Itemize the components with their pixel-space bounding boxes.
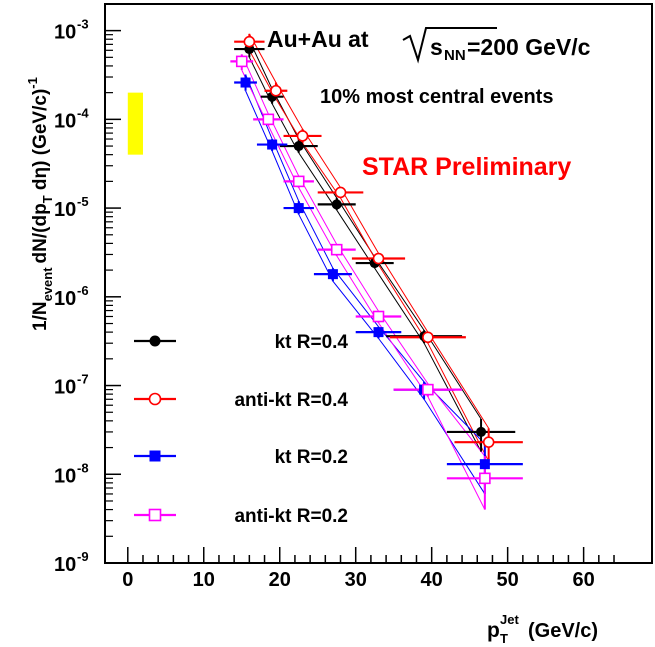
y-tick-label: 10 <box>54 22 76 44</box>
data-point-marker <box>292 175 305 188</box>
data-point-marker <box>149 335 161 347</box>
y-tick-exponent: -8 <box>77 460 89 475</box>
data-point-marker <box>422 331 434 344</box>
x-tick-label: 20 <box>269 569 291 591</box>
data-point-marker <box>149 450 161 462</box>
x-tick-label: 10 <box>193 569 215 591</box>
y-tick-exponent: -9 <box>77 549 89 564</box>
chart-title: Au+Au at <box>267 26 369 52</box>
data-point-marker <box>243 35 256 48</box>
y-tick-labels: 10-910-810-710-610-510-410-3 <box>54 17 89 576</box>
x-axis-label: p <box>487 619 500 642</box>
title-sqrt-s: s <box>430 34 443 60</box>
legend: kt R=0.4 anti-kt R=0.4 kt R=0.2 anti-kt R=0… <box>134 332 348 527</box>
data-point-marker <box>482 436 495 448</box>
y-tick-label: 10 <box>54 554 76 576</box>
data-point-marker <box>373 327 384 338</box>
data-point-marker <box>422 383 434 396</box>
legend-label: kt R=0.4 <box>275 332 349 353</box>
title-sqrt-nn: NN <box>444 47 466 64</box>
data-point-marker <box>235 55 248 68</box>
x-tick-label: 40 <box>421 569 443 591</box>
y-tick-label: 10 <box>54 199 76 221</box>
y-tick-exponent: -6 <box>77 283 89 298</box>
y-axis-label: 1/NeventdN/(dpT dη) (GeV/c)-1 <box>25 77 55 331</box>
data-point-marker <box>330 243 343 256</box>
y-tick-exponent: -3 <box>77 17 89 32</box>
x-tick-label: 0 <box>122 569 133 591</box>
y-tick-label: 10 <box>54 288 76 310</box>
y-tick-label: 10 <box>54 465 76 487</box>
data-point-marker <box>372 310 385 323</box>
x-axis-label-sub: T <box>500 631 508 646</box>
data-point-marker <box>240 77 251 88</box>
plot-frame <box>104 3 653 564</box>
data-point-marker <box>267 139 278 150</box>
y-tick-exponent: -4 <box>77 105 89 120</box>
data-point-marker <box>262 113 275 126</box>
x-axis-label-unit: (GeV/c) <box>528 620 598 642</box>
legend-label: anti-kt R=0.4 <box>234 390 348 411</box>
data-point-marker <box>372 252 385 265</box>
legend-label: kt R=0.2 <box>275 447 348 468</box>
data-point-marker <box>479 459 490 470</box>
x-axis-label-sup: Jet <box>500 612 519 627</box>
x-tick-label: 30 <box>345 569 367 591</box>
axis-ticks <box>105 29 615 564</box>
title-energy: =200 GeV/c <box>467 34 591 60</box>
x-tick-labels: 0 10 20 30 40 50 60 <box>122 569 595 591</box>
x-tick-label: 50 <box>497 569 519 591</box>
y-tick-exponent: -7 <box>77 372 89 387</box>
x-tick-label: 60 <box>573 569 595 591</box>
y-tick-label: 10 <box>54 110 76 132</box>
data-point-marker <box>331 199 342 210</box>
data-point-marker <box>334 186 347 199</box>
chart-subtitle: 10% most central events <box>320 86 553 108</box>
data-point-marker <box>327 269 338 280</box>
y-tick-exponent: -5 <box>77 194 89 209</box>
data-point-marker <box>479 472 491 485</box>
systematic-uncertainty-box <box>127 92 143 155</box>
data-point-marker <box>148 392 162 406</box>
legend-label: anti-kt R=0.2 <box>234 506 348 527</box>
data-point-marker <box>296 130 309 142</box>
star-preliminary-label: STAR Preliminary <box>362 153 571 181</box>
y-tick-label: 10 <box>54 377 76 399</box>
data-point-marker <box>270 84 282 97</box>
data-point-marker <box>293 203 304 214</box>
series-markers <box>235 35 495 485</box>
data-point-marker <box>476 426 487 437</box>
sqrt-symbol <box>402 27 497 64</box>
data-point-marker <box>293 141 304 152</box>
data-point-marker <box>148 508 162 522</box>
